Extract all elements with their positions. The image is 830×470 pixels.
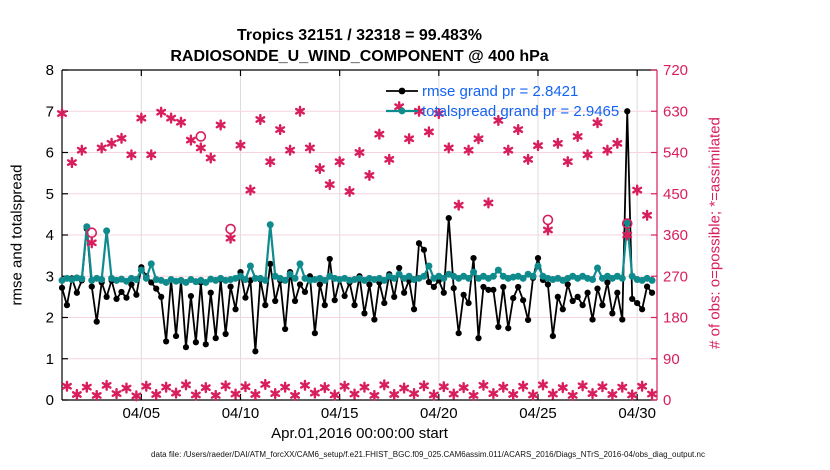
y-tick-label-left: 2 — [46, 310, 54, 327]
y-tick-label-left: 4 — [46, 227, 54, 244]
y-tick-label-left: 5 — [46, 186, 54, 203]
y-tick-label-right: 90 — [663, 351, 680, 368]
y-tick-label-left: 3 — [46, 268, 54, 285]
legend-label-totalspread: totalspread grand pr = 2.9465 — [422, 103, 619, 120]
x-axis-label: Apr.01,2016 00:00:00 start — [271, 425, 448, 442]
y-tick-label-left: 7 — [46, 103, 54, 120]
y-tick-label-right: 270 — [663, 268, 688, 285]
y-tick-label-right: 180 — [663, 310, 688, 327]
obs-count-markers — [56, 101, 658, 402]
y-tick-label-right: 630 — [663, 103, 688, 120]
y-tick-label-right: 720 — [663, 62, 688, 79]
y-tick-label-right: 360 — [663, 227, 688, 244]
y-tick-label-right: 450 — [663, 186, 688, 203]
y-tick-label-left: 6 — [46, 145, 54, 162]
legend: rmse grand pr = 2.8421 totalspread grand … — [386, 83, 619, 120]
x-tick-label: 04/15 — [321, 405, 359, 422]
y-tick-label-left: 0 — [46, 392, 54, 409]
data-file-caption: data file: /Users/raeder/DAI/ATM_forcXX/… — [151, 450, 705, 459]
x-tick-label: 04/30 — [618, 405, 656, 422]
x-tick-label: 04/05 — [123, 405, 161, 422]
plot-subtitle: RADIOSONDE_U_WIND_COMPONENT @ 400 hPa — [170, 48, 549, 65]
y-tick-label-right: 0 — [663, 392, 671, 409]
y-axis-label-right: # of obs: o=possible; *=assimilated — [706, 117, 724, 349]
x-tick-label: 04/20 — [420, 405, 458, 422]
axes-layer: 0 1 2 3 4 5 6 7 8 0 90 180 270 360 450 540 630 720 04/05 04… — [46, 62, 688, 422]
legend-label-rmse: rmse grand pr = 2.8421 — [422, 83, 578, 100]
x-tick-label: 04/10 — [222, 405, 260, 422]
x-tick-label: 04/25 — [519, 405, 557, 422]
y-axis-label-left: rmse and totalspread — [8, 164, 26, 306]
plot-title: Tropics 32151 / 32318 = 99.483% — [236, 27, 483, 44]
title-block: Tropics 32151 / 32318 = 99.483% RADIOSON… — [62, 25, 657, 67]
y-tick-label-right: 540 — [663, 145, 688, 162]
y-tick-label-left: 8 — [46, 62, 54, 79]
y-tick-label-left: 1 — [46, 351, 54, 368]
grid-layer — [62, 70, 657, 400]
totalspread-series — [58, 219, 656, 286]
